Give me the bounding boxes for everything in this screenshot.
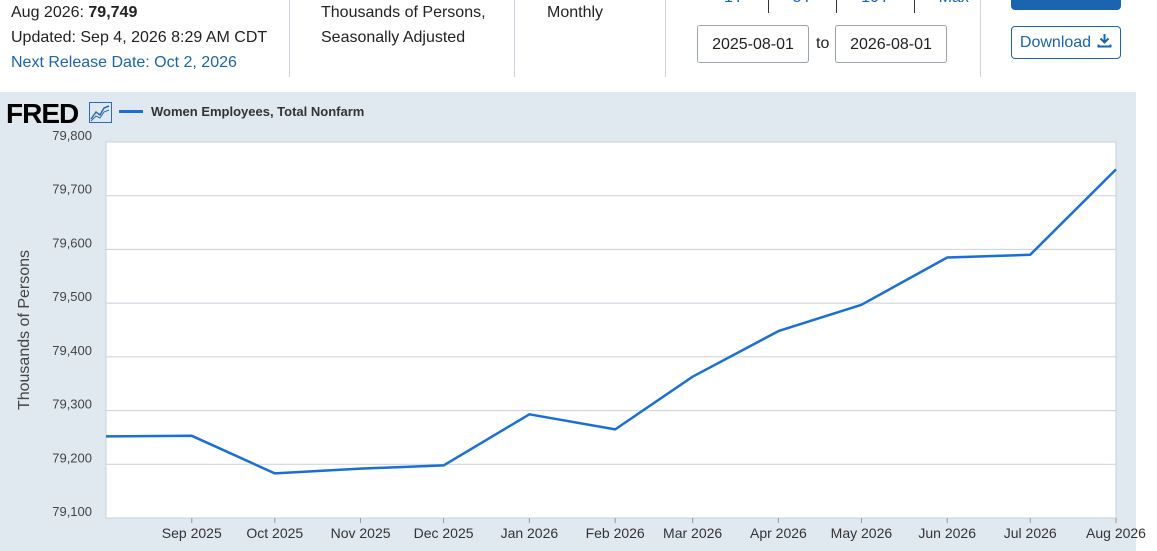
x-tick-label: Jan 2026 — [501, 525, 559, 541]
data-point — [1113, 166, 1119, 172]
legend-label: Women Employees, Total Nonfarm — [151, 104, 365, 119]
data-point — [103, 433, 109, 439]
divider — [514, 0, 515, 77]
y-tick-label: 79,700 — [52, 182, 92, 197]
x-axis-ticks: Sep 2025 Oct 2025 Nov 2025 Dec 2025 Jan 2026… — [162, 518, 1146, 541]
download-label: Download — [1019, 33, 1092, 51]
chart-trend-icon — [89, 102, 112, 128]
series-line — [105, 168, 1117, 475]
x-tick-label: Nov 2025 — [331, 525, 391, 541]
x-tick-label: Mar 2026 — [663, 525, 722, 541]
latest-value: 79,749 — [88, 4, 138, 21]
data-point — [944, 254, 950, 260]
x-tick-label: May 2026 — [831, 525, 893, 541]
data-point — [612, 426, 618, 432]
y-axis-ticks: 79,100 79,200 79,300 79,400 79,500 79,600 79,7… — [52, 128, 92, 519]
x-tick-label: Apr 2026 — [750, 525, 807, 541]
plot-area — [105, 141, 1117, 519]
x-tick-label: Oct 2025 — [246, 525, 303, 541]
date-to-input[interactable]: 2026-08-01 — [835, 25, 947, 63]
x-tick-label: Dec 2025 — [414, 525, 474, 541]
y-tick-label: 79,300 — [52, 397, 92, 412]
range-tab-1y[interactable]: 1Y — [700, 0, 769, 13]
divider — [665, 0, 666, 77]
range-tab-max[interactable]: Max — [915, 0, 993, 13]
data-point — [441, 462, 447, 468]
data-point — [189, 433, 195, 439]
y-tick-label: 79,500 — [52, 289, 92, 304]
units-line-1: Thousands of Persons, — [321, 4, 486, 21]
data-point — [690, 374, 696, 380]
y-tick-label: 79,100 — [52, 504, 92, 519]
gridlines — [106, 195, 1116, 465]
units-line-2: Seasonally Adjusted — [321, 29, 466, 46]
data-point — [775, 328, 781, 334]
frequency-info: Monthly — [547, 0, 603, 25]
observation-summary: Aug 2026: 79,749 Updated: Sep 4, 2026 8:… — [11, 0, 267, 75]
data-point — [526, 411, 532, 417]
edit-graph-button[interactable] — [1011, 0, 1121, 10]
date-from-input[interactable]: 2025-08-01 — [697, 25, 809, 63]
updated-text: Updated: Sep 4, 2026 8:29 AM CDT — [11, 29, 268, 46]
x-tick-label: Feb 2026 — [586, 525, 645, 541]
x-tick-label: Jun 2026 — [918, 525, 976, 541]
chart-legend[interactable]: Women Employees, Total Nonfarm — [119, 104, 364, 119]
data-point — [858, 302, 864, 308]
next-release-link[interactable]: Next Release Date: Oct 2, 2026 — [11, 54, 237, 71]
range-tab-5y[interactable]: 5Y — [769, 0, 838, 13]
range-tab-10y[interactable]: 10Y — [837, 0, 915, 13]
x-tick-label: Aug 2026 — [1086, 525, 1146, 541]
frequency-value: Monthly — [547, 4, 604, 21]
date-range-tabs: 1Y 5Y 10Y Max — [700, 0, 993, 13]
divider — [289, 0, 290, 77]
download-icon — [1097, 33, 1112, 53]
latest-label: Aug 2026: — [11, 4, 84, 21]
legend-swatch — [119, 110, 143, 113]
data-point — [272, 470, 278, 476]
latest-observation: Aug 2026: 79,749 — [11, 0, 267, 25]
y-tick-label: 79,400 — [52, 343, 92, 358]
data-point — [1027, 252, 1033, 258]
x-tick-label: Jul 2026 — [1004, 525, 1057, 541]
y-axis-label: Thousands of Persons — [16, 250, 33, 410]
divider — [980, 0, 981, 77]
download-button[interactable]: Download — [1011, 26, 1121, 59]
x-tick-label: Sep 2025 — [162, 525, 222, 541]
data-point — [358, 466, 364, 472]
y-tick-label: 79,200 — [52, 450, 92, 465]
to-label: to — [816, 35, 830, 52]
y-tick-label: 79,600 — [52, 235, 92, 250]
fred-logo: FRED — [6, 98, 79, 129]
units-info: Thousands of Persons, Seasonally Adjuste… — [321, 0, 486, 50]
y-tick-label: 79,800 — [52, 128, 92, 143]
